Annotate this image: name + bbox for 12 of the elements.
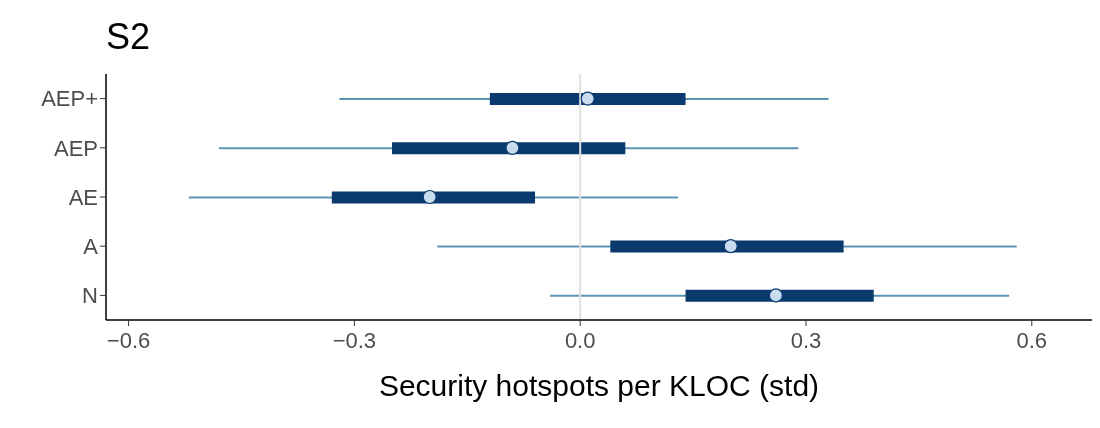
y-tick-label: AEP <box>53 135 98 161</box>
y-tick-label: AE <box>68 184 98 210</box>
x-tick-label: −0.6 <box>106 327 151 353</box>
x-axis-title: Security hotspots per KLOC (std) <box>378 369 820 402</box>
y-tick-label: A <box>83 234 99 260</box>
x-tick-label: −0.3 <box>332 327 377 353</box>
y-tick-label: AEP+ <box>41 86 98 112</box>
y-tick-label: N <box>82 283 98 309</box>
x-tick-label: 0.0 <box>564 327 596 353</box>
chart-title: S2 <box>105 15 152 59</box>
x-tick-label: 0.6 <box>1016 327 1048 353</box>
x-tick-label: 0.3 <box>790 327 822 353</box>
